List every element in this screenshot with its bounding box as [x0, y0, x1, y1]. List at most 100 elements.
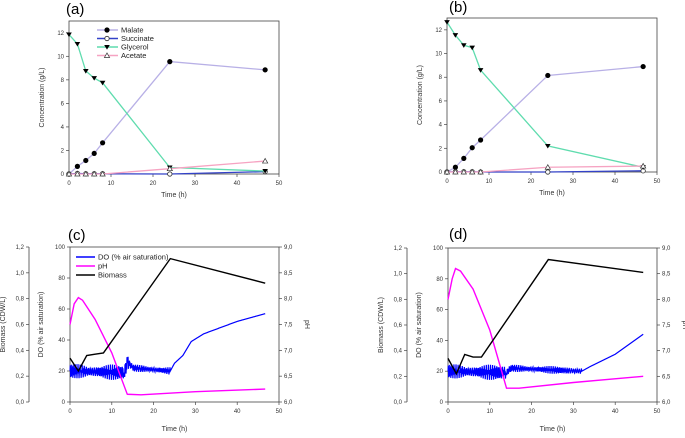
y3-tick-label: 0,4	[16, 348, 25, 354]
data-point	[452, 168, 459, 175]
y-tick-label: 8	[61, 78, 65, 84]
series-line	[68, 60, 266, 175]
y3-tick-label: 0,0	[16, 400, 25, 406]
data-point	[461, 43, 467, 48]
x-tick-label: 50	[276, 181, 283, 187]
data-point	[262, 169, 268, 174]
x-tick-label: 20	[150, 409, 157, 415]
y2-axis-label: pH	[681, 321, 685, 330]
x-tick-label: 50	[654, 179, 661, 185]
series-line-biomass	[447, 258, 644, 376]
data-point	[545, 169, 551, 175]
data-point	[83, 69, 89, 74]
data-point	[639, 162, 647, 169]
data-point	[461, 155, 467, 161]
legend-label: Biomass	[98, 271, 127, 280]
data-point	[544, 163, 551, 170]
legend-label: Acetate	[121, 51, 146, 60]
legend-marker	[103, 52, 111, 58]
y-tick-label: 40	[436, 338, 443, 344]
x-tick-label: 10	[486, 179, 493, 185]
y2-tick-label: 8,0	[662, 297, 671, 303]
series-line-biomass	[69, 257, 266, 373]
y-tick-label: 20	[58, 369, 65, 375]
data-point	[166, 165, 173, 172]
data-point	[99, 170, 106, 177]
data-point	[452, 164, 458, 170]
data-point	[477, 168, 484, 175]
legend-label: Glycerol	[121, 43, 149, 52]
data-point	[91, 150, 97, 157]
y-tick-label: 4	[61, 125, 65, 131]
x-axis-label: Time (h)	[162, 426, 188, 433]
data-point	[167, 59, 173, 65]
y3-tick-label: 1,0	[394, 272, 403, 278]
data-point	[545, 143, 551, 149]
x-tick-label: 40	[234, 409, 241, 415]
panel-label: (a)	[66, 1, 84, 18]
x-tick-label: 40	[234, 181, 241, 187]
data-point	[82, 170, 89, 177]
data-point	[91, 76, 97, 81]
series-line-do	[447, 333, 644, 380]
y-tick-label: 12	[57, 31, 64, 37]
y-tick-label: 2	[61, 148, 65, 154]
y2-tick-label: 9,0	[662, 246, 671, 252]
data-point	[91, 170, 98, 177]
y3-tick-label: 0,8	[16, 297, 25, 303]
panel-b: (b) 0 10 20 30 40 50 0 2 4 6 8 10 12 Time (h) Concentra…	[417, 0, 661, 197]
y-tick-label: 0	[439, 170, 443, 176]
y-tick-label: 10	[435, 52, 442, 58]
y2-tick-label: 6,5	[662, 374, 671, 380]
y3-tick-label: 0,2	[16, 374, 25, 380]
data-point	[640, 63, 646, 70]
y-tick-label: 0	[440, 400, 444, 406]
y3-tick-label: 1,2	[16, 245, 25, 251]
x-tick-label: 0	[445, 179, 449, 185]
y-tick-label: 8	[439, 75, 443, 81]
series-line-ph	[69, 296, 266, 396]
y3-axis-label: Biomass (CDW/L)	[0, 296, 7, 352]
y-tick-label: 4	[439, 123, 443, 129]
data-point	[262, 67, 268, 73]
data-point	[83, 157, 89, 164]
x-tick-label: 0	[68, 409, 72, 415]
y2-tick-label: 6,0	[662, 400, 671, 406]
data-point	[545, 72, 551, 79]
y-tick-label: 10	[57, 54, 64, 60]
panel-label: (b)	[449, 0, 467, 16]
y2-tick-label: 7,5	[662, 323, 671, 329]
y2-tick-label: 6,0	[284, 400, 293, 406]
x-tick-label: 10	[108, 409, 115, 415]
y-tick-label: 2	[439, 146, 443, 152]
y3-tick-label: 1,0	[16, 271, 25, 277]
data-point	[100, 140, 106, 146]
y2-tick-label: 7,5	[284, 323, 293, 329]
y-tick-label: 0	[61, 172, 65, 178]
data-point	[74, 170, 81, 177]
data-point	[477, 68, 484, 73]
panel-d: (d) 0 10 20 30 40 50 0 20 40 60 80 100 Time (h) DO (% …	[378, 226, 685, 433]
data-point	[99, 80, 106, 86]
legend-label: DO (% air saturation)	[98, 253, 169, 262]
series-line-ph	[447, 267, 644, 389]
data-point	[261, 157, 269, 164]
x-tick-label: 0	[67, 181, 71, 187]
data-point	[74, 163, 80, 169]
legend-marker	[104, 27, 110, 33]
y-tick-label: 6	[439, 99, 443, 105]
plot-frame	[446, 17, 658, 173]
y-tick-label: 100	[55, 245, 66, 251]
plot-frame	[447, 247, 658, 403]
x-axis-label: Time (h)	[540, 426, 566, 433]
x-axis-label: Time (h)	[539, 190, 565, 197]
plot-frame	[68, 20, 280, 175]
y2-tick-label: 6,5	[284, 374, 293, 380]
y3-tick-label: 0,6	[394, 323, 403, 329]
y3-tick-label: 0,2	[394, 374, 403, 380]
y-tick-label: 20	[436, 369, 443, 375]
x-tick-label: 30	[192, 409, 199, 415]
y2-tick-label: 8,0	[284, 297, 293, 303]
data-point	[469, 168, 476, 175]
